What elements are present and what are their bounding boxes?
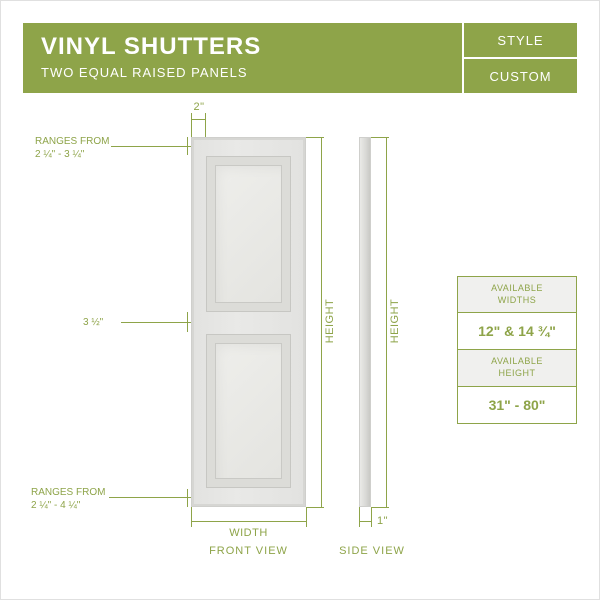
dim-divider: 3 ½" <box>83 316 103 329</box>
dim-line <box>359 521 371 522</box>
tick <box>187 137 188 155</box>
height-label: AVAILABLEHEIGHT <box>458 349 576 385</box>
shutter-side <box>359 137 371 507</box>
dim-line <box>191 521 306 522</box>
tick <box>187 489 188 507</box>
dim-height-front: HEIGHT <box>324 296 336 346</box>
info-box: AVAILABLEWIDTHS 12" & 14 ¾" AVAILABLEHEI… <box>457 276 577 424</box>
range-top-l2: 2 ¼" - 3 ¼" <box>35 149 84 160</box>
dim-side-depth: 1" <box>377 515 397 527</box>
header-left: VINYL SHUTTERS TWO EQUAL RAISED PANELS <box>23 23 462 93</box>
range-top-l1: RANGES FROM <box>35 136 109 147</box>
leader-line <box>109 497 191 498</box>
dim-line <box>191 119 205 120</box>
style-value: CUSTOM <box>462 57 577 93</box>
widths-label: AVAILABLEWIDTHS <box>458 277 576 312</box>
dim-line <box>386 137 387 507</box>
dim-line <box>371 507 372 527</box>
shutter-front <box>191 137 306 507</box>
product-title: VINYL SHUTTERS <box>41 33 444 61</box>
dim-line <box>371 507 389 508</box>
tick <box>187 312 188 332</box>
dim-line <box>306 507 307 527</box>
header-right: STYLE CUSTOM <box>462 23 577 93</box>
dim-frame-top: 2" <box>189 101 209 113</box>
height-value: 31" - 80" <box>458 386 576 423</box>
dim-line <box>205 113 206 137</box>
dim-line <box>191 507 192 527</box>
leader-line <box>111 146 191 147</box>
range-bot-l2: 2 ¼" - 4 ¼" <box>31 500 80 511</box>
style-label: STYLE <box>462 23 577 57</box>
side-view-label: SIDE VIEW <box>337 545 407 557</box>
front-view-label: FRONT VIEW <box>191 545 306 557</box>
range-top: RANGES FROM 2 ¼" - 3 ¼" <box>35 135 109 161</box>
widths-value: 12" & 14 ¾" <box>458 312 576 349</box>
panel-bottom <box>206 334 291 488</box>
dim-line <box>359 507 360 527</box>
leader-line <box>121 322 191 323</box>
dim-line <box>321 137 322 507</box>
range-bot-l1: RANGES FROM <box>31 487 105 498</box>
dim-width: WIDTH <box>191 527 306 539</box>
product-subtitle: TWO EQUAL RAISED PANELS <box>41 65 444 80</box>
panel-top <box>206 156 291 312</box>
dim-height-side: HEIGHT <box>389 296 401 346</box>
dim-line <box>191 113 192 137</box>
header: VINYL SHUTTERS TWO EQUAL RAISED PANELS S… <box>23 23 577 93</box>
range-bottom: RANGES FROM 2 ¼" - 4 ¼" <box>31 486 105 512</box>
dim-line <box>306 507 324 508</box>
